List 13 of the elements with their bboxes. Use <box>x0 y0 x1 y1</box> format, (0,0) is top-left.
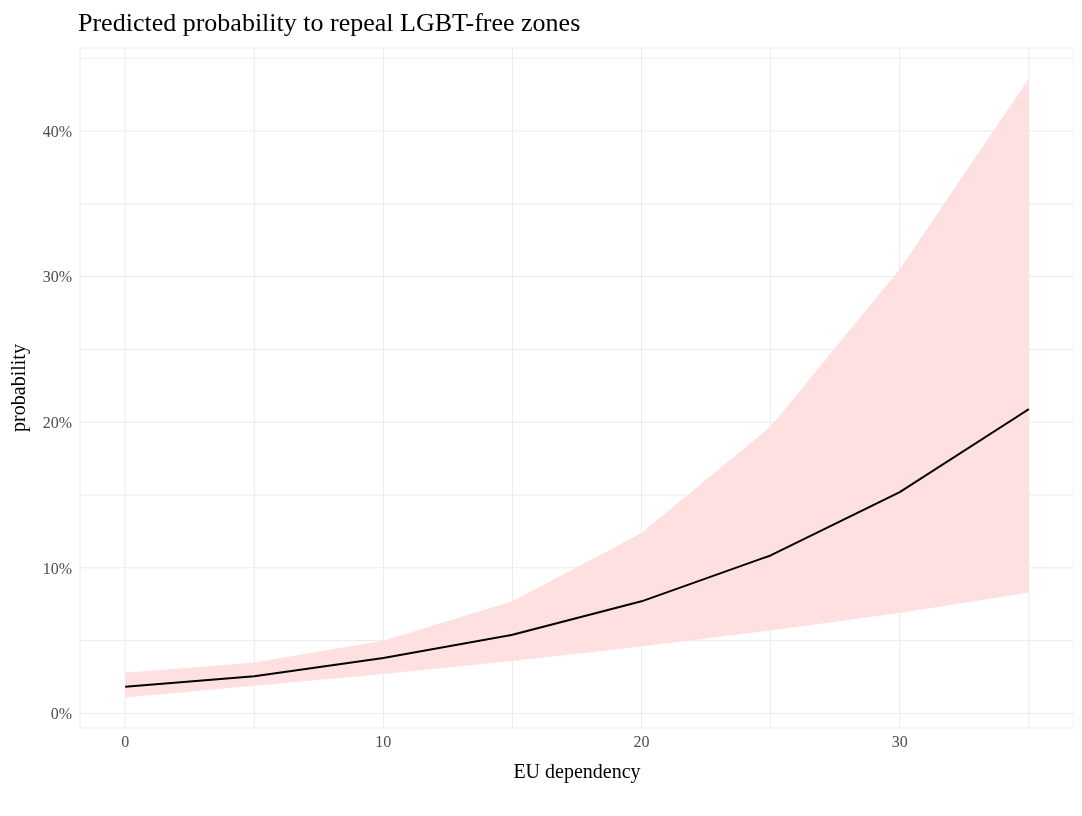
y-tick-label: 20% <box>42 413 72 431</box>
x-tick-label: 30 <box>891 733 908 751</box>
line-series <box>124 408 1030 688</box>
chart-title: Predicted probability to repeal LGBT-free zones <box>78 8 582 38</box>
x-tick-label: 10 <box>375 733 392 751</box>
x-axis-title: EU dependency <box>513 760 641 783</box>
y-axis-title: probability <box>7 344 31 432</box>
y-tick-label: 10% <box>42 559 72 577</box>
y-tick-label: 0% <box>50 705 72 723</box>
y-tick-label: 30% <box>42 268 72 286</box>
x-tick-label: 0 <box>121 733 130 751</box>
x-tick-label: 20 <box>633 733 650 751</box>
y-tick-label: 40% <box>42 122 72 140</box>
